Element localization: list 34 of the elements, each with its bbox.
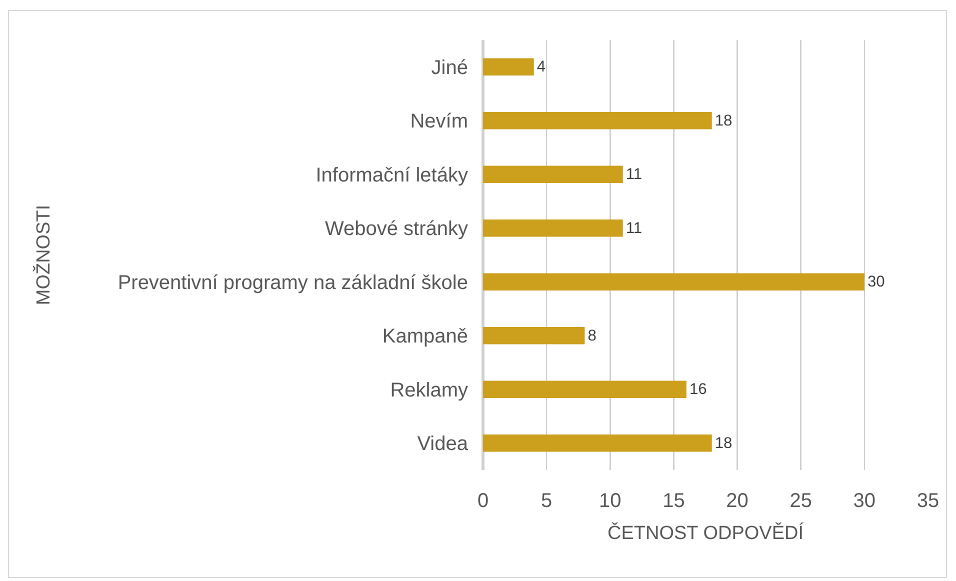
y-tick-label: Informační letáky <box>316 164 468 186</box>
x-tick-label: 10 <box>599 490 622 512</box>
data-label: 18 <box>714 434 733 452</box>
y-tick-label: Webové stránky <box>324 218 468 240</box>
x-tick-label: 30 <box>853 490 876 512</box>
bar <box>483 58 534 76</box>
bar <box>483 220 623 237</box>
x-axis-title: ČETNOST ODPOVĚDÍ <box>607 522 804 544</box>
x-tick-label: 35 <box>916 490 940 512</box>
y-tick-label: Preventivní programy na základní škole <box>118 272 468 294</box>
bar <box>483 166 623 183</box>
bar <box>483 380 686 398</box>
x-tick-label: 0 <box>477 490 489 512</box>
data-label: 16 <box>689 381 707 398</box>
y-tick-label: Nevím <box>410 110 468 133</box>
x-tick-label: 5 <box>541 490 552 512</box>
y-axis-title: MOŽNOSTI <box>32 204 55 306</box>
x-tick-label: 25 <box>790 490 812 512</box>
data-label: 18 <box>714 112 733 130</box>
data-label: 4 <box>536 58 546 76</box>
y-tick-label: Videa <box>417 433 469 456</box>
y-tick-label: Reklamy <box>390 379 468 402</box>
data-label: 8 <box>588 327 597 344</box>
bar <box>483 112 712 130</box>
y-tick-label: Kampaně <box>382 326 468 348</box>
data-label: 11 <box>626 166 642 184</box>
data-label: 30 <box>867 274 886 291</box>
x-tick-label: 15 <box>662 490 685 512</box>
x-tick-label: 20 <box>726 490 748 512</box>
bar <box>483 273 864 290</box>
data-label: 11 <box>626 220 642 237</box>
bar <box>483 434 712 452</box>
bar <box>483 327 585 344</box>
y-tick-label: Jiné <box>431 56 468 79</box>
